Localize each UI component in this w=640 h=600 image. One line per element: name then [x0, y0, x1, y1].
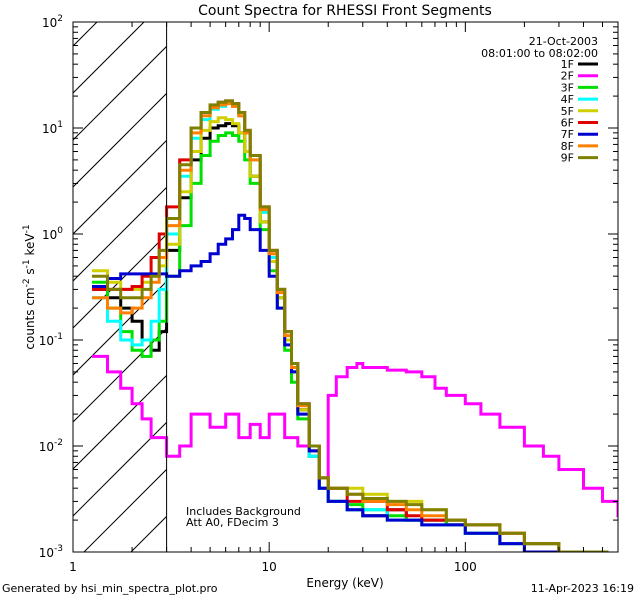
legend-label: 3F — [561, 81, 574, 94]
y-tick-label: 100 — [42, 226, 63, 242]
series-6F — [92, 99, 609, 552]
series-9F — [92, 99, 609, 552]
hatch-line — [225, 22, 640, 552]
chart-title: Count Spectra for RHESSI Front Segments — [198, 3, 492, 19]
hatch-line — [73, 45, 167, 141]
timestamp-label: 11-Apr-2023 16:19 — [530, 582, 634, 595]
hatch-line — [0, 22, 3, 552]
axis-ticks: 1 10 100 10-3 10-2 10-1 100 101 102 — [39, 14, 619, 574]
annotation-text: Includes Background — [186, 505, 301, 518]
hatch-line — [83, 468, 167, 552]
y-tick-label: 101 — [42, 120, 63, 136]
annotation-text: Att A0, FDecim 3 — [186, 516, 279, 529]
y-tick-label: 10-2 — [39, 438, 63, 454]
hatch-line — [601, 22, 640, 552]
hatch-line — [73, 327, 167, 423]
plot-frame — [72, 21, 619, 553]
y-axis-label: counts cm-2 s-1 keV-1 — [22, 224, 37, 349]
series-layer — [92, 99, 618, 552]
legend-label: 8F — [561, 140, 574, 153]
hatch-line — [73, 233, 167, 329]
legend-label: 2F — [561, 70, 574, 83]
x-tick-label: 10 — [262, 560, 277, 574]
x-tick-label: 100 — [454, 560, 477, 574]
hatch-line — [460, 22, 640, 552]
series-8F — [92, 102, 609, 552]
legend-label: 7F — [561, 128, 574, 141]
observation-date: 21-Oct-2003 — [529, 35, 598, 48]
hatch-line — [73, 421, 167, 517]
generated-by-label: Generated by hsi_min_spectra_plot.pro — [2, 582, 218, 595]
hatch-line — [73, 280, 167, 376]
hatch-line — [73, 92, 167, 188]
hatch-line — [413, 22, 640, 552]
hatch-line — [73, 374, 167, 470]
excluded-region-hatch — [0, 22, 640, 552]
x-axis-label: Energy (keV) — [306, 576, 383, 590]
legend-label: 1F — [561, 58, 574, 71]
y-tick-label: 10-1 — [39, 332, 63, 348]
series-4F — [92, 102, 609, 552]
series-2F — [92, 354, 618, 518]
y-tick-label: 10-3 — [39, 544, 63, 560]
hatch-line — [319, 22, 640, 552]
hatch-line — [73, 22, 98, 47]
y-tick-label: 102 — [42, 14, 63, 30]
series-5F — [92, 116, 609, 552]
x-tick-label: 1 — [69, 560, 77, 574]
time-range: 08:01:00 to 08:02:00 — [481, 47, 598, 60]
legend-label: 6F — [561, 117, 574, 130]
series-7F — [92, 213, 609, 552]
legend-label: 4F — [561, 93, 574, 106]
legend-label: 5F — [561, 105, 574, 118]
hatch-line — [366, 22, 640, 552]
legend-label: 9F — [561, 152, 574, 165]
